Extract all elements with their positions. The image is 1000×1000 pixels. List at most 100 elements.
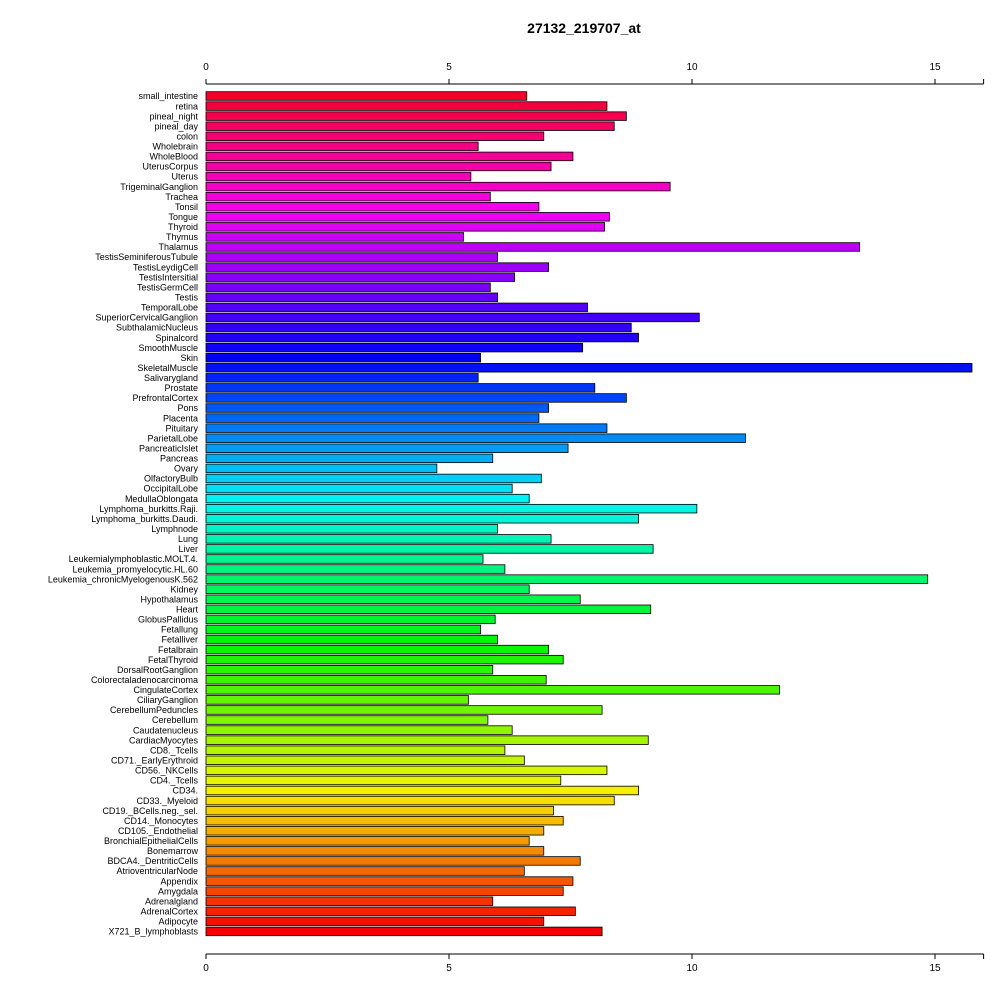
bar — [205, 805, 554, 816]
category-label: Lymphoma_burkitts.Daudi. — [91, 514, 198, 524]
bar — [205, 705, 603, 715]
category-label: Thymus — [166, 232, 199, 242]
bar — [205, 161, 552, 172]
category-label: CD105._Endothelial — [118, 826, 198, 836]
category-label: CD56._NKCells — [135, 766, 199, 776]
category-label: Pancreas — [160, 454, 199, 464]
category-label: Appendix — [160, 876, 198, 886]
category-label: FetalThyroid — [148, 655, 198, 665]
category-label: Ovary — [174, 464, 199, 474]
bar — [205, 846, 545, 856]
bar — [205, 363, 973, 373]
category-label: CD71._EarlyErythroid — [111, 755, 198, 765]
bar — [205, 614, 496, 625]
bar — [205, 926, 603, 937]
tick-label: 15 — [929, 62, 941, 73]
bar — [205, 342, 584, 353]
bar — [205, 282, 491, 292]
bar — [205, 715, 489, 725]
bar — [205, 634, 499, 645]
category-label: BronchialEpithelialCells — [104, 836, 199, 846]
tick-label: 0 — [203, 62, 209, 73]
category-label: Spinalcord — [155, 333, 198, 343]
category-label: SuperiorCervicalGanglion — [95, 313, 198, 323]
category-label: Skin — [180, 353, 198, 363]
bar — [205, 644, 550, 655]
bar — [205, 604, 652, 615]
category-label: Fetallung — [161, 625, 198, 635]
bar — [205, 312, 700, 323]
bar — [205, 735, 649, 745]
bar — [205, 483, 513, 494]
bar — [205, 191, 491, 202]
bars-group — [205, 91, 973, 937]
tick-label: 10 — [686, 62, 698, 73]
bar — [205, 373, 479, 383]
bar — [205, 876, 574, 886]
bar — [205, 815, 564, 826]
bar — [205, 916, 545, 927]
category-label: Trachea — [165, 192, 198, 202]
bar — [205, 272, 516, 282]
bar — [205, 665, 494, 675]
category-label: DorsalRootGanglion — [117, 665, 198, 675]
bar — [205, 856, 581, 866]
tick-label: 0 — [203, 963, 209, 974]
bar — [205, 181, 671, 192]
category-label: Wholebrain — [152, 142, 198, 152]
category-label: pineal_day — [154, 121, 198, 131]
category-label: Fetalbrain — [158, 645, 198, 655]
bar — [205, 584, 530, 594]
bar — [205, 222, 605, 232]
category-label: Uterus — [171, 172, 198, 182]
category-label: OccipitalLobe — [143, 484, 198, 494]
bar — [205, 755, 525, 765]
bar — [205, 151, 574, 162]
category-label: SmoothMuscle — [138, 343, 198, 353]
category-label: Lymphnode — [151, 524, 198, 534]
bar — [205, 413, 540, 423]
bar — [205, 403, 550, 413]
category-label: Bonemarrow — [147, 846, 199, 856]
category-label: Amygdala — [158, 886, 198, 896]
category-label: Lymphoma_burkitts.Raji. — [99, 504, 198, 514]
bar — [205, 503, 698, 514]
category-label: BDCA4._DentriticCells — [107, 856, 198, 866]
category-label: TestisLeydigCell — [133, 262, 198, 272]
x-axis-bottom: 0 5 10 15 — [203, 953, 985, 974]
category-label: Colorectaladenocarcinoma — [91, 675, 198, 685]
category-label: Heart — [176, 605, 199, 615]
category-label: CardiacMyocytes — [129, 735, 199, 745]
category-label: TrigeminalGanglion — [120, 182, 198, 192]
bar — [205, 252, 499, 262]
category-label: Thyroid — [168, 222, 198, 232]
category-label: Hypothalamus — [140, 594, 198, 604]
category-label: WholeBlood — [149, 152, 198, 162]
bar — [205, 654, 564, 665]
bar — [205, 212, 610, 222]
bar — [205, 302, 588, 313]
category-label: pineal_night — [149, 111, 198, 121]
category-label: TestisIntersitial — [139, 272, 198, 282]
category-label: Kidney — [170, 584, 198, 594]
category-label: X721_B_lymphoblasts — [108, 927, 198, 937]
bar — [205, 453, 494, 464]
bar — [205, 725, 513, 735]
bar — [205, 826, 545, 836]
bar — [205, 463, 438, 474]
bar — [205, 785, 639, 796]
bar — [205, 131, 545, 141]
tick-label: 5 — [446, 62, 452, 73]
bar — [205, 836, 530, 846]
bar — [205, 685, 780, 695]
x-axis-top: 0 5 10 15 — [203, 62, 985, 85]
bar — [205, 433, 746, 443]
category-label: PrefrontalCortex — [132, 393, 198, 403]
bar — [205, 473, 542, 484]
category-label: Thalamus — [158, 242, 198, 252]
category-label: Cerebellum — [152, 715, 198, 725]
bar — [205, 564, 506, 574]
bar — [205, 493, 530, 504]
bar — [205, 292, 499, 303]
bar — [205, 514, 639, 524]
